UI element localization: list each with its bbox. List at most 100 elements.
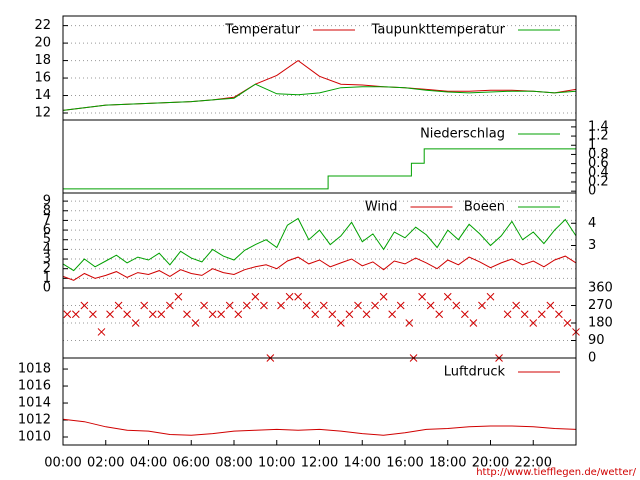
x-tick-label: 16:00 <box>386 456 423 471</box>
y-tick-label: 7 <box>43 213 51 228</box>
direction-point <box>80 301 89 310</box>
direction-point <box>529 319 538 327</box>
direction-point <box>379 292 388 301</box>
direction-point <box>234 310 243 319</box>
direction-point <box>396 301 405 310</box>
direction-point <box>435 310 444 319</box>
y-tick-label: 1 <box>588 138 596 153</box>
direction-point <box>114 301 123 310</box>
direction-point <box>418 292 426 301</box>
y-tick-label: 8 <box>43 203 51 218</box>
x-tick-label: 14:00 <box>344 456 381 471</box>
y-tick-label: 0 <box>588 184 596 199</box>
legend-label: Boeen <box>464 200 505 215</box>
x-tick-label: 18:00 <box>429 456 466 471</box>
y-tick-label: 0.4 <box>588 165 609 180</box>
series-line <box>62 59 577 111</box>
direction-point <box>277 301 285 310</box>
direction-point <box>140 301 149 310</box>
direction-point <box>148 310 157 319</box>
x-tick-label: 06:00 <box>173 456 210 471</box>
direction-point <box>405 319 414 327</box>
direction-point <box>260 301 268 310</box>
y-tick-label: 360 <box>588 281 613 296</box>
y-tick-label: 5 <box>43 232 51 247</box>
direction-point <box>174 292 183 301</box>
direction-point <box>166 301 174 310</box>
direction-point <box>512 301 521 310</box>
direction-point <box>537 310 546 319</box>
y-tick-label: 1016 <box>18 379 51 394</box>
y-tick-label: 16 <box>34 71 51 86</box>
direction-point <box>388 310 397 319</box>
y-tick-label: 1010 <box>18 430 51 445</box>
y-tick-label: 1 <box>43 271 51 286</box>
x-tick-label: 20:00 <box>472 456 509 471</box>
direction-point <box>426 301 435 310</box>
direction-point <box>157 310 166 319</box>
direction-point <box>460 310 469 319</box>
y2-tick-label: 4 <box>588 216 596 231</box>
direction-point <box>563 319 572 327</box>
direction-point <box>294 292 302 301</box>
y-tick-label: 0.6 <box>588 156 609 171</box>
series-line <box>62 83 577 111</box>
y2-tick-label: 3 <box>588 238 596 253</box>
y-tick-label: 14 <box>34 88 51 103</box>
direction-point <box>251 292 260 301</box>
direction-point <box>345 310 354 319</box>
direction-point <box>328 310 337 319</box>
legend-label: Luftdruck <box>444 365 506 380</box>
x-tick-label: 04:00 <box>130 456 167 471</box>
y-tick-label: 20 <box>34 36 51 51</box>
direction-point <box>285 292 294 301</box>
x-tick-label: 02:00 <box>87 456 124 471</box>
direction-point <box>89 310 97 319</box>
y-tick-label: 2 <box>43 261 51 276</box>
direction-point <box>131 319 140 327</box>
series-line <box>62 217 577 272</box>
direction-point <box>371 301 379 310</box>
direction-point <box>311 310 320 319</box>
y-tick-label: 0.2 <box>588 174 609 189</box>
direction-point <box>452 301 461 310</box>
y-tick-label: 4 <box>43 242 51 257</box>
direction-point <box>63 310 72 319</box>
direction-point <box>546 301 555 310</box>
y-tick-label: 1012 <box>18 413 51 428</box>
direction-point <box>71 310 80 319</box>
direction-point <box>97 328 106 336</box>
direction-point <box>208 310 217 319</box>
x-tick-label: 08:00 <box>215 456 252 471</box>
direction-point <box>106 310 114 319</box>
direction-point <box>362 310 371 319</box>
direction-point <box>319 301 328 310</box>
y-tick-label: 9 <box>43 194 51 209</box>
x-tick-label: 00:00 <box>44 456 81 471</box>
legend-label: Taupunkttemperatur <box>371 23 506 38</box>
x-tick-label: 22:00 <box>515 456 552 471</box>
y-tick-label: 1014 <box>18 396 51 411</box>
y-tick-label: 180 <box>588 316 613 331</box>
legend-label: Niederschlag <box>420 127 505 142</box>
direction-point <box>503 310 512 319</box>
legend-label: Wind <box>365 200 398 215</box>
series-line <box>63 148 576 190</box>
direction-point <box>478 301 486 310</box>
footer-url: http://www.tiefflegen.de/wetter/ <box>476 467 636 478</box>
x-tick-label: 10:00 <box>258 456 295 471</box>
y-tick-label: 0 <box>588 351 596 366</box>
y-tick-label: 0.8 <box>588 147 609 162</box>
direction-point <box>123 310 131 319</box>
direction-point <box>520 310 529 319</box>
y-tick-label: 1018 <box>18 362 51 377</box>
direction-point <box>217 310 226 319</box>
direction-point <box>469 319 478 327</box>
y-tick-label: 1.4 <box>588 119 609 134</box>
x-tick-label: 12:00 <box>301 456 338 471</box>
y-tick-label: 3 <box>43 252 51 267</box>
direction-point <box>443 292 452 301</box>
direction-point <box>242 301 251 310</box>
legend-label: Temperatur <box>224 23 300 38</box>
